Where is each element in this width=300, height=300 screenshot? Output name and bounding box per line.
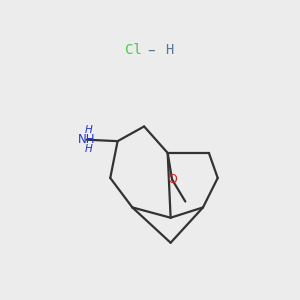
Text: H: H: [84, 144, 92, 154]
Text: NH: NH: [78, 133, 95, 146]
Text: H: H: [84, 125, 92, 135]
Text: O: O: [167, 173, 177, 186]
Text: Cl: Cl: [125, 43, 142, 57]
Text: H: H: [165, 43, 173, 57]
Text: –: –: [148, 42, 155, 57]
